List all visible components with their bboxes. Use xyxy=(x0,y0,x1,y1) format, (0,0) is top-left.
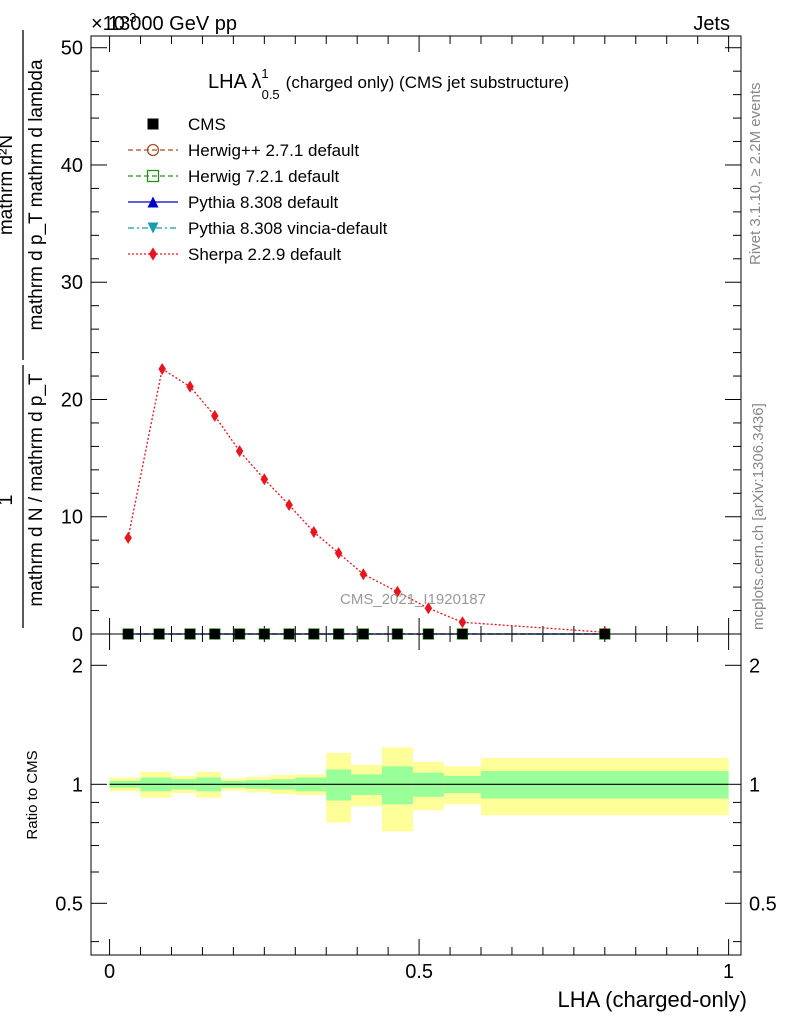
svg-text:mathrm d p_T mathrm d lambda: mathrm d p_T mathrm d lambda xyxy=(26,59,47,330)
legend: CMS Herwig++ 2.7.1 default Herwig 7.2.1 de… xyxy=(128,115,388,264)
y-tick-label: 40 xyxy=(61,155,83,177)
series-5-point xyxy=(186,380,194,393)
series-5-point xyxy=(124,531,132,544)
ratio-y-tick-label-right: 2 xyxy=(749,655,760,677)
rivet-label: Rivet 3.1.10, ≥ 2.2M events xyxy=(747,83,764,266)
svg-text:mathrm d²N: mathrm d²N xyxy=(0,135,17,235)
series-5-point xyxy=(158,363,166,376)
main-y-axis-label: 1 mathrm d N / mathrm d p_T mathrm d²N m… xyxy=(0,30,47,628)
legend-label: Herwig 7.2.1 default xyxy=(188,167,339,186)
ratio-plot-frame: 0 0.5 1 0.5 0.5 1 1 2 2 xyxy=(55,633,777,983)
analysis-watermark: CMS_2021_I1920187 xyxy=(340,591,486,608)
header-right: Jets xyxy=(693,13,730,35)
x-tick-label: 0.5 xyxy=(405,961,433,983)
ratio-y-tick-label: 1 xyxy=(72,774,83,796)
ratio-y-tick-label: 2 xyxy=(72,655,83,677)
ratio-y-axis-label: Ratio to CMS xyxy=(24,750,41,839)
ratio-plot-border xyxy=(90,633,742,956)
legend-marker xyxy=(147,222,159,234)
y-tick-label: 10 xyxy=(61,507,83,529)
series-5-point xyxy=(310,525,318,538)
legend-label: Sherpa 2.2.9 default xyxy=(188,245,341,264)
x-tick-label: 1 xyxy=(723,961,734,983)
legend-marker xyxy=(148,247,158,261)
series-5-point xyxy=(235,445,244,458)
svg-text:1: 1 xyxy=(0,494,17,505)
plot-title: LHA λ1 0.5(charged only) (CMS jet substru… xyxy=(208,66,569,102)
header-left: 13000 GeV pp xyxy=(108,13,237,35)
series-5-point xyxy=(211,409,219,422)
legend-marker xyxy=(147,118,159,130)
y-tick-label: 30 xyxy=(61,272,83,294)
y-tick-label: 20 xyxy=(61,389,83,411)
series-5-point xyxy=(458,616,467,629)
ratio-y-tick-label: 0.5 xyxy=(55,893,83,915)
series-5-point xyxy=(260,473,269,486)
legend-marker xyxy=(146,169,160,183)
x-tick-label: 0 xyxy=(104,961,115,983)
series-5-point xyxy=(424,602,433,615)
inner-band-bin xyxy=(381,766,413,805)
x-axis-label: LHA (charged-only) xyxy=(557,987,747,1012)
ratio-y-tick-label-right: 0.5 xyxy=(749,893,777,915)
series-5-point xyxy=(393,585,402,598)
svg-text:mathrm d N / mathrm d p_T: mathrm d N / mathrm d p_T xyxy=(26,373,47,607)
legend-marker xyxy=(147,196,159,208)
series-line-5 xyxy=(127,367,605,633)
legend-marker xyxy=(146,143,160,157)
series-5-point xyxy=(285,499,293,512)
series-5-point xyxy=(334,547,343,560)
ratio-plot-marks xyxy=(109,747,729,832)
mcplots-label: mcplots.cern.ch [arXiv:1306.3436] xyxy=(750,403,767,630)
legend-label: Herwig++ 2.7.1 default xyxy=(188,141,359,160)
y-tick-label: 0 xyxy=(72,624,83,646)
series-5-point xyxy=(359,568,368,581)
y-tick-label: 50 xyxy=(61,38,83,60)
legend-label: Pythia 8.308 default xyxy=(188,193,339,212)
main-plot-frame: 0 10 20 30 40 50 xyxy=(61,35,742,646)
legend-label: Pythia 8.308 vincia-default xyxy=(188,219,388,238)
exponent-label: ×10-3 xyxy=(91,10,137,35)
ratio-y-tick-label-right: 1 xyxy=(749,774,760,796)
inner-band-bin xyxy=(326,769,351,801)
legend-label: CMS xyxy=(188,115,226,134)
